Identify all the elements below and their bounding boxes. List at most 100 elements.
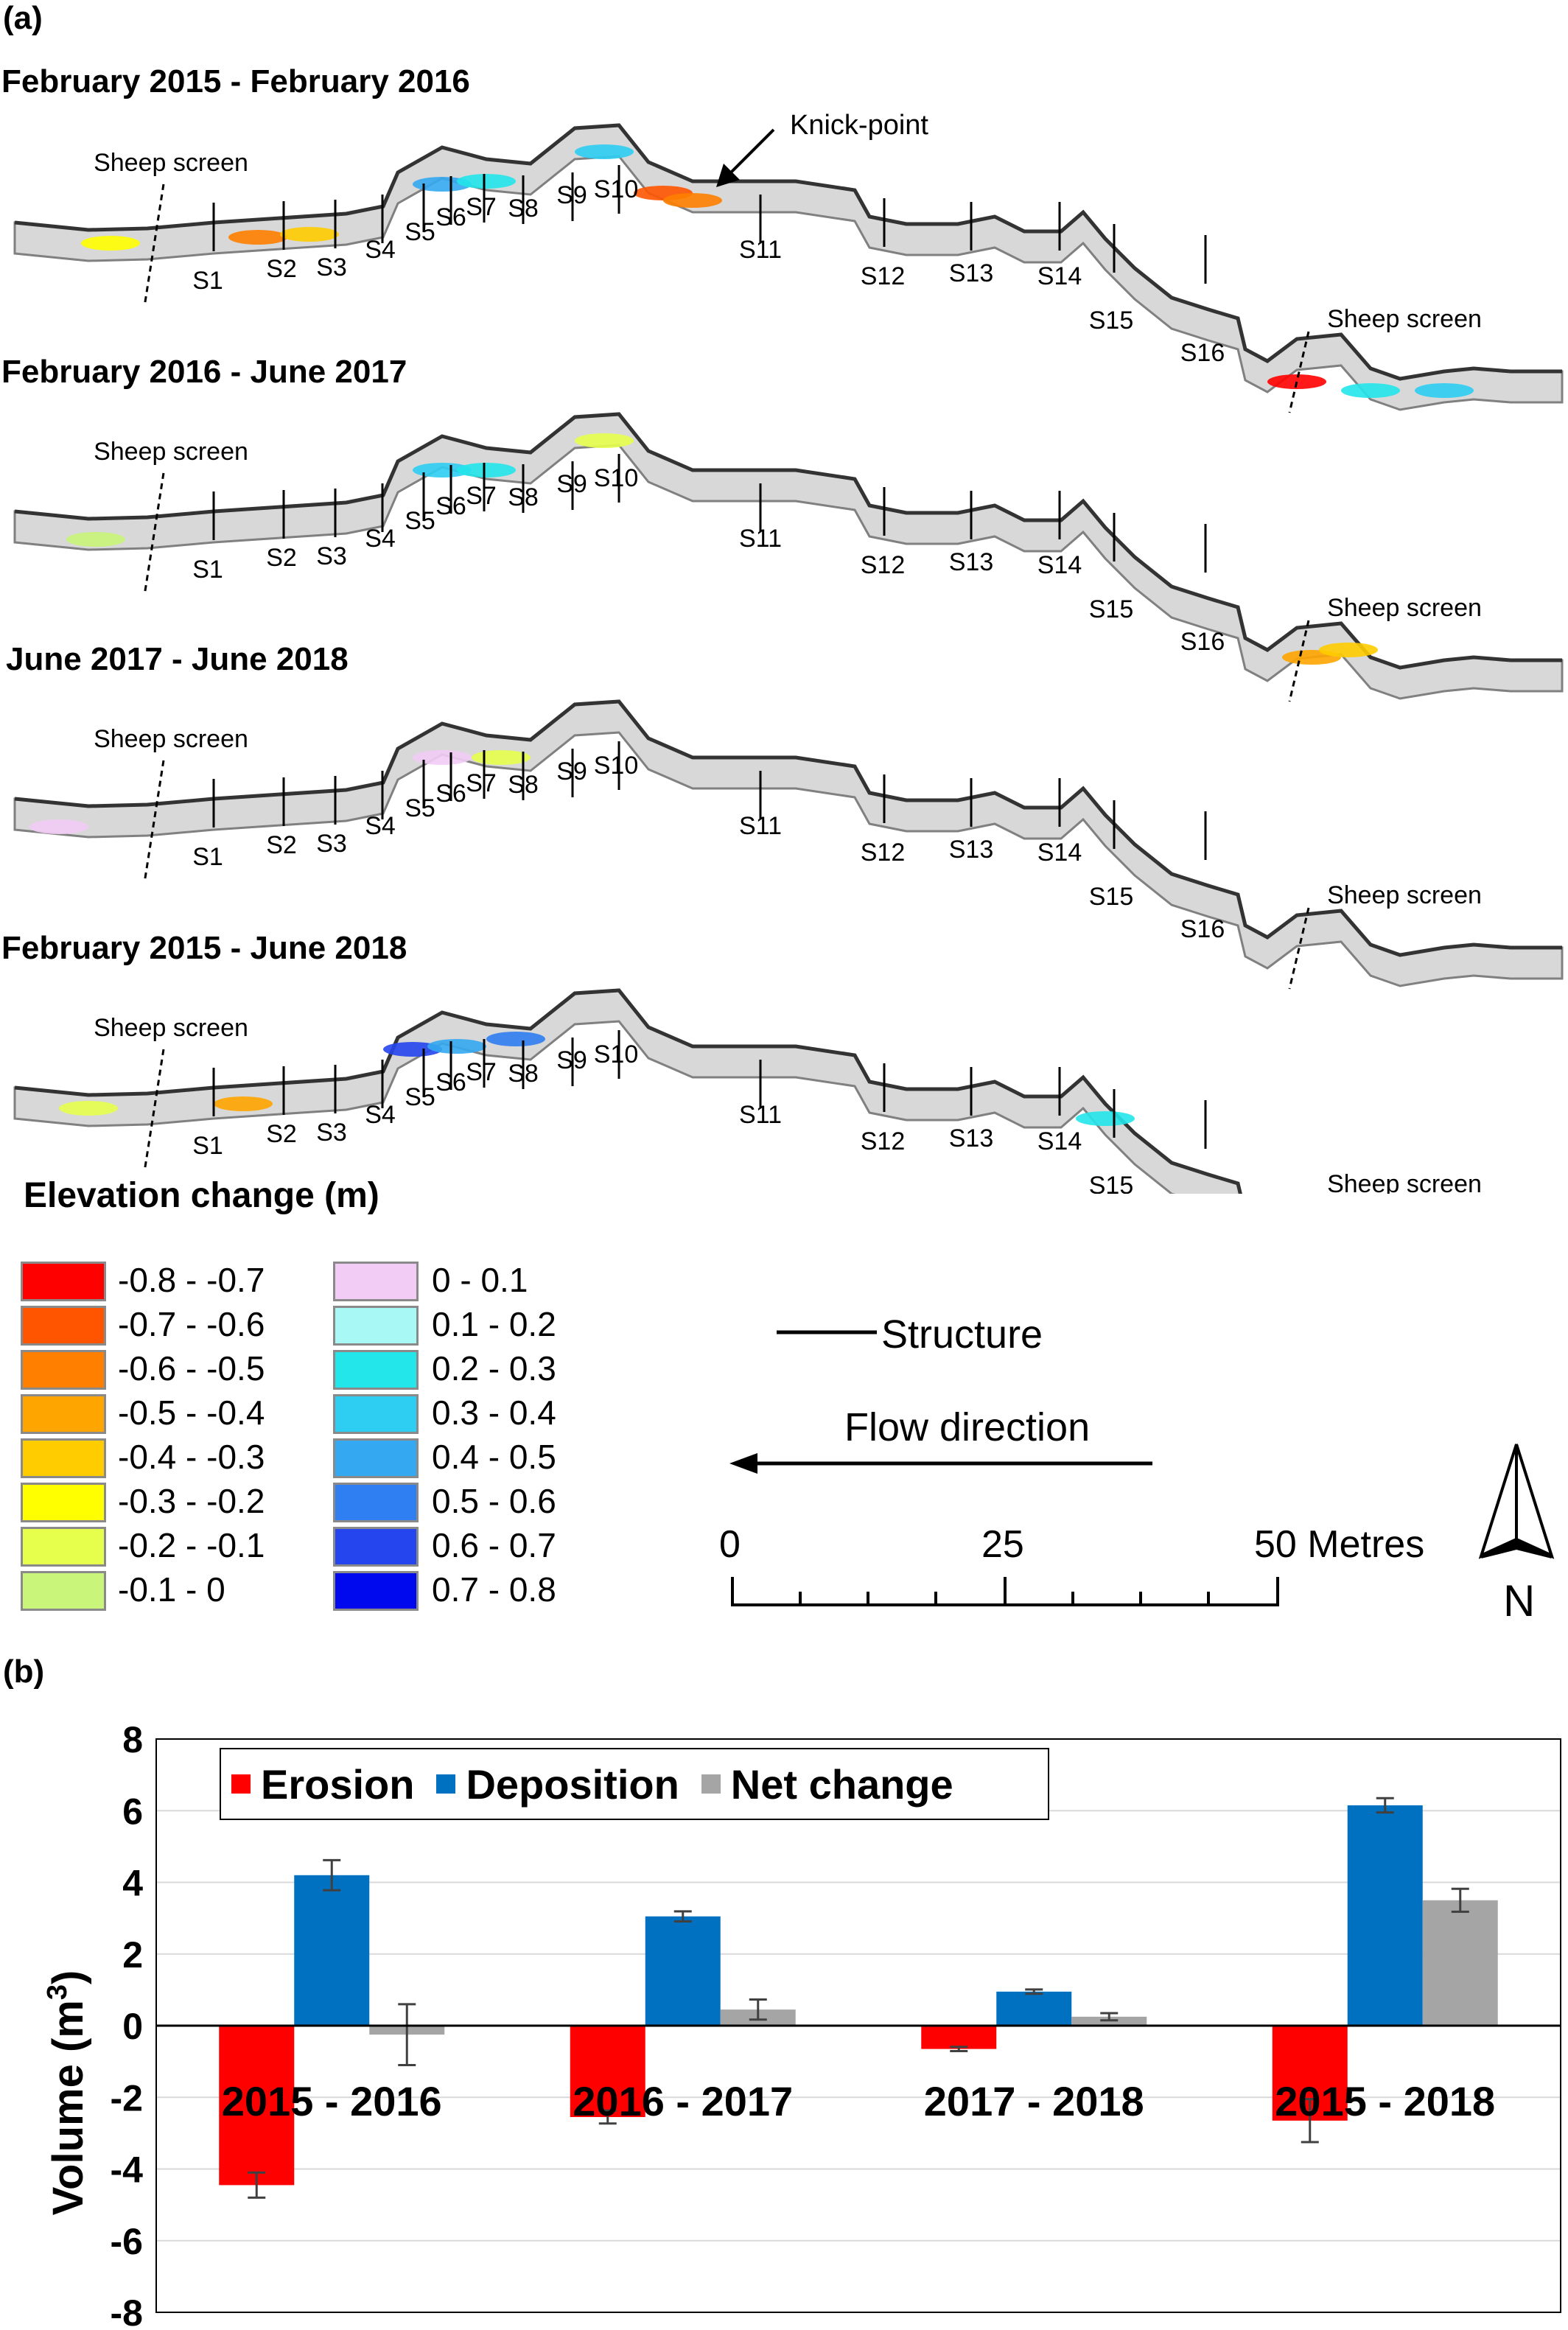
change-patch [66, 532, 125, 547]
bar-deposition [294, 1875, 370, 2026]
y-tick-label: 4 [122, 1863, 143, 1904]
legend-swatch-pos-6 [333, 1527, 419, 1567]
change-patch [413, 463, 472, 477]
bar-erosion [921, 2026, 997, 2049]
channel-bank [14, 123, 1562, 381]
y-tick-label: 6 [122, 1791, 143, 1832]
bar-erosion [570, 2026, 645, 2117]
sheep-screen-left-line [143, 183, 165, 307]
bar-deposition [645, 1916, 721, 2026]
legend-erosion: Erosion [231, 1760, 414, 1808]
legend-label-pos-3: 0.3 - 0.4 [432, 1393, 556, 1432]
legend-swatch-pos-3 [333, 1394, 419, 1434]
scale-tick-25: 25 [981, 1523, 1024, 1566]
change-patch [1076, 1111, 1135, 1126]
legend-label-neg-3: -0.5 - -0.4 [118, 1393, 265, 1432]
structure-label: S1 [192, 267, 223, 295]
structure-label: S2 [266, 255, 297, 283]
knick-point-arrow-head [716, 164, 740, 187]
structure-label: S6 [435, 780, 466, 808]
knick-point-arrow-line [728, 128, 775, 175]
structure-label: S4 [365, 525, 396, 553]
structure-label: S11 [739, 1101, 782, 1129]
sheep-screen-right-label: Sheep screen [1327, 305, 1482, 333]
category-label: 2016 - 2017 [573, 2078, 793, 2124]
structure-label: S8 [508, 771, 539, 799]
y-tick-label: 8 [122, 1719, 143, 1760]
structure-label: S14 [1037, 551, 1082, 579]
structure-label: S9 [556, 758, 587, 786]
y-tick-label: -2 [111, 2077, 143, 2119]
category-label: 2015 - 2018 [1275, 2078, 1495, 2124]
scale-tick-0: 0 [719, 1523, 741, 1566]
legend-swatch-neg-2 [21, 1350, 106, 1390]
y-tick-label: 0 [122, 2006, 143, 2047]
sheep-screen-left-line [143, 760, 165, 884]
north-arrow-icon [1478, 1444, 1555, 1559]
legend-swatch-pos-5 [333, 1483, 419, 1522]
change-patch [280, 227, 339, 242]
y-tick-label: -4 [111, 2149, 144, 2191]
legend-label-neg-2: -0.6 - -0.5 [118, 1349, 265, 1388]
legend-swatch-pos-4 [333, 1438, 419, 1478]
legend-deposition-label: Deposition [466, 1760, 679, 1808]
bar-deposition [996, 1991, 1072, 2026]
y-axis-label: Volume (m3) [42, 1970, 92, 2216]
structure-label: S15 [1089, 883, 1134, 911]
legend-label-pos-1: 0.1 - 0.2 [432, 1305, 556, 1343]
structure-label: S4 [365, 1101, 396, 1129]
structure-label: S13 [949, 259, 994, 287]
legend-label-pos-4: 0.4 - 0.5 [432, 1438, 556, 1476]
structure-label: S10 [594, 1040, 639, 1068]
change-patch [575, 433, 634, 448]
north-label: N [1503, 1576, 1536, 1626]
legend-swatch-pos-0 [333, 1262, 419, 1301]
legend-swatch-neg-3 [21, 1394, 106, 1434]
legend-deposition-swatch [436, 1774, 456, 1794]
legend-swatch-pos-7 [333, 1571, 419, 1611]
sheep-screen-right-line [1288, 620, 1310, 702]
structure-label: S1 [192, 1132, 223, 1160]
legend-swatch-neg-5 [21, 1483, 106, 1522]
legend-swatch-neg-0 [21, 1262, 106, 1301]
legend-label-neg-5: -0.3 - -0.2 [118, 1482, 265, 1520]
structure-label: S16 [1180, 628, 1225, 656]
structure-label: S11 [739, 525, 782, 553]
structure-label: S14 [1037, 262, 1082, 290]
map-title-4: February 2015 - June 2018 [1, 930, 407, 966]
structure-label: S11 [739, 812, 782, 840]
structure-label: S1 [192, 556, 223, 584]
structure-label: S8 [508, 195, 539, 223]
structure-label: S7 [466, 193, 497, 221]
structure-label: S16 [1180, 339, 1225, 367]
legend-swatch-neg-4 [21, 1438, 106, 1478]
y-tick-label: -6 [111, 2221, 143, 2262]
structure-label: S10 [594, 464, 639, 492]
structure-label: S4 [365, 236, 396, 264]
volume-chart: Volume (m3) 8 6 4 2 0 -2 -4 -6 -8 2015 - 2016 2016… [42, 1719, 1561, 2330]
sheep-screen-right-label: Sheep screen [1327, 881, 1482, 909]
channel-bank [14, 988, 1242, 1194]
sheep-screen-left-label: Sheep screen [94, 438, 248, 466]
y-tick-label: -8 [111, 2292, 143, 2330]
map-title-2: February 2016 - June 2017 [1, 354, 407, 390]
structure-label: S5 [405, 507, 435, 535]
sheep-screen-left-line [143, 1049, 165, 1172]
legend-swatch-neg-7 [21, 1571, 106, 1611]
map-keys [729, 1330, 1555, 1606]
bar-deposition [1347, 1805, 1423, 2026]
structure-label: S10 [594, 752, 639, 780]
change-patch [1267, 374, 1326, 389]
structure-label: S7 [466, 1058, 497, 1086]
legend-label-pos-5: 0.5 - 0.6 [432, 1482, 556, 1520]
bar-erosion [219, 2026, 295, 2186]
sheep-screen-right-label: Sheep screen [1327, 594, 1482, 622]
flow-direction-label: Flow direction [844, 1405, 1091, 1449]
structure-label: S9 [556, 470, 587, 498]
legend-label-pos-2: 0.2 - 0.3 [432, 1349, 556, 1388]
channel-bank [14, 412, 1562, 670]
change-patch [1341, 383, 1400, 398]
sheep-screen-right-label: Sheep screen [1327, 1170, 1482, 1194]
structure-label: S3 [316, 1119, 347, 1147]
